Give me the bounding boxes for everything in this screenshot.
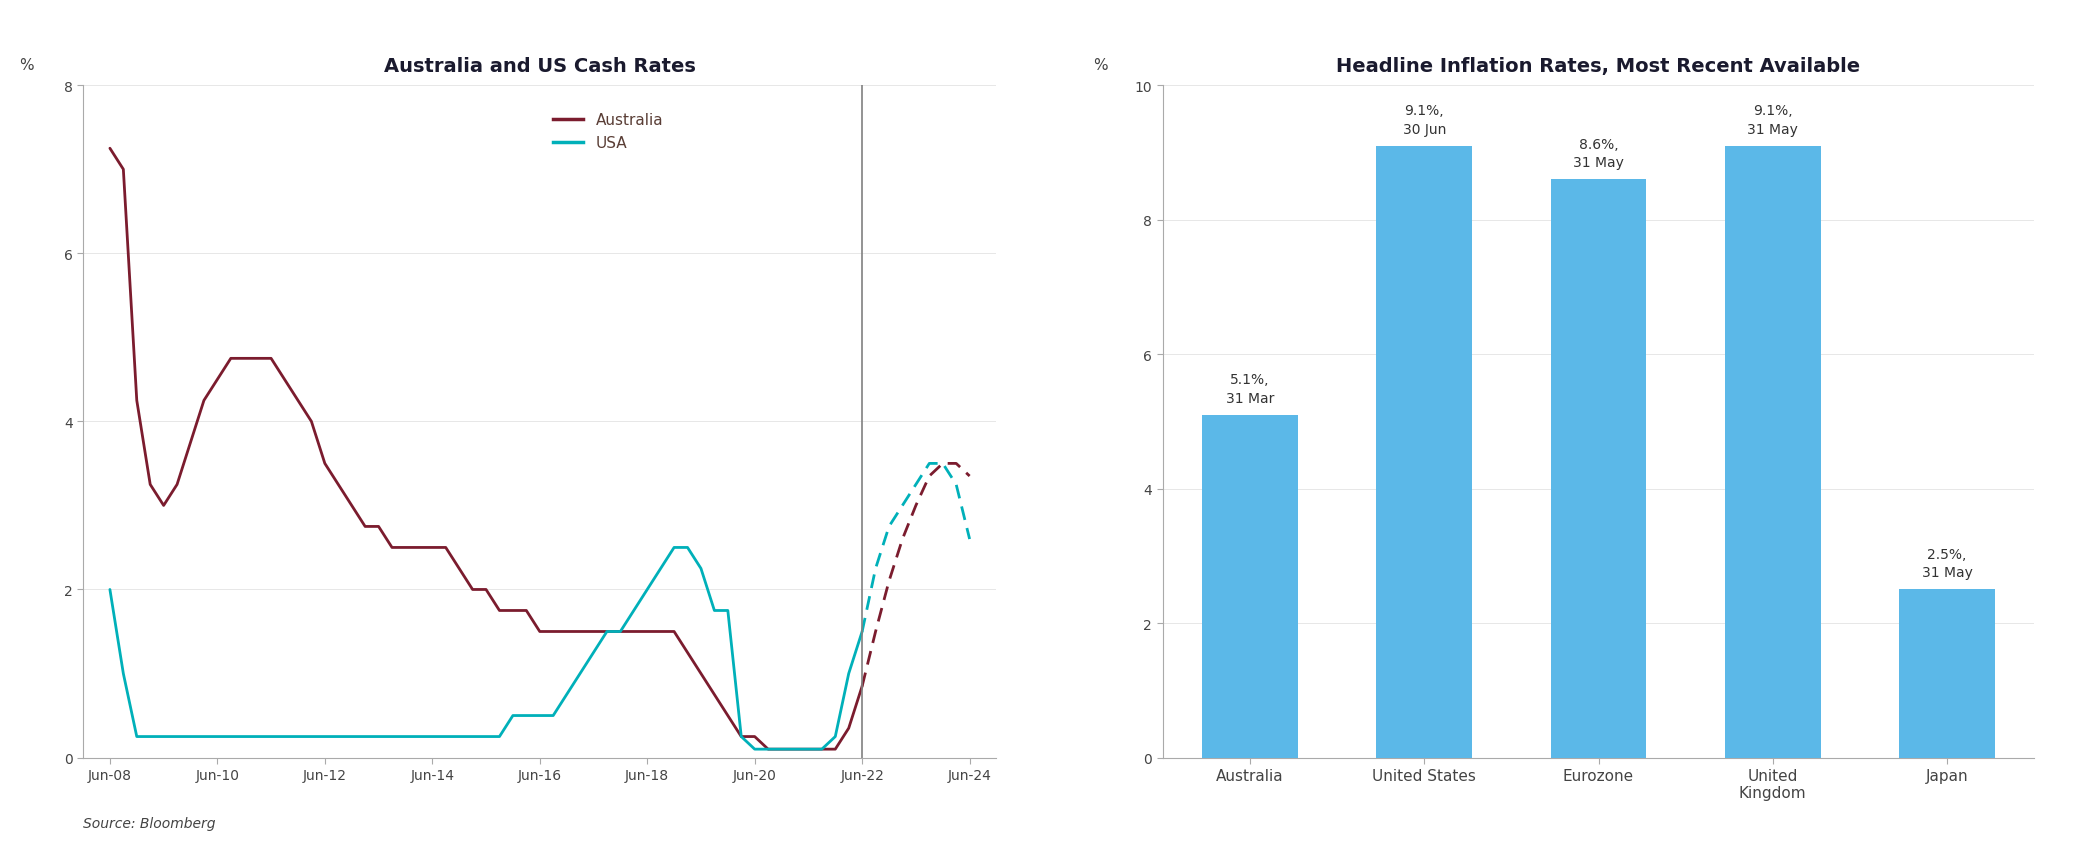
Bar bbox=[1376, 146, 1472, 758]
Legend: Australia, USA: Australia, USA bbox=[546, 107, 668, 157]
Text: %: % bbox=[1092, 58, 1107, 72]
Title: Headline Inflation Rates, Most Recent Available: Headline Inflation Rates, Most Recent Av… bbox=[1337, 57, 1860, 77]
Title: Australia and US Cash Rates: Australia and US Cash Rates bbox=[384, 57, 695, 77]
Bar bbox=[1202, 415, 1298, 758]
Text: 8.6%,
31 May: 8.6%, 31 May bbox=[1574, 138, 1623, 170]
Text: Source: Bloomberg: Source: Bloomberg bbox=[83, 815, 216, 829]
Bar bbox=[1725, 146, 1821, 758]
Text: 9.1%,
31 May: 9.1%, 31 May bbox=[1748, 104, 1798, 136]
Text: 2.5%,
31 May: 2.5%, 31 May bbox=[1922, 548, 1972, 579]
Text: 5.1%,
31 Mar: 5.1%, 31 Mar bbox=[1227, 373, 1275, 405]
Text: 9.1%,
30 Jun: 9.1%, 30 Jun bbox=[1403, 104, 1447, 136]
Bar bbox=[1900, 590, 1995, 758]
Bar bbox=[1551, 180, 1646, 758]
Text: %: % bbox=[19, 58, 33, 72]
